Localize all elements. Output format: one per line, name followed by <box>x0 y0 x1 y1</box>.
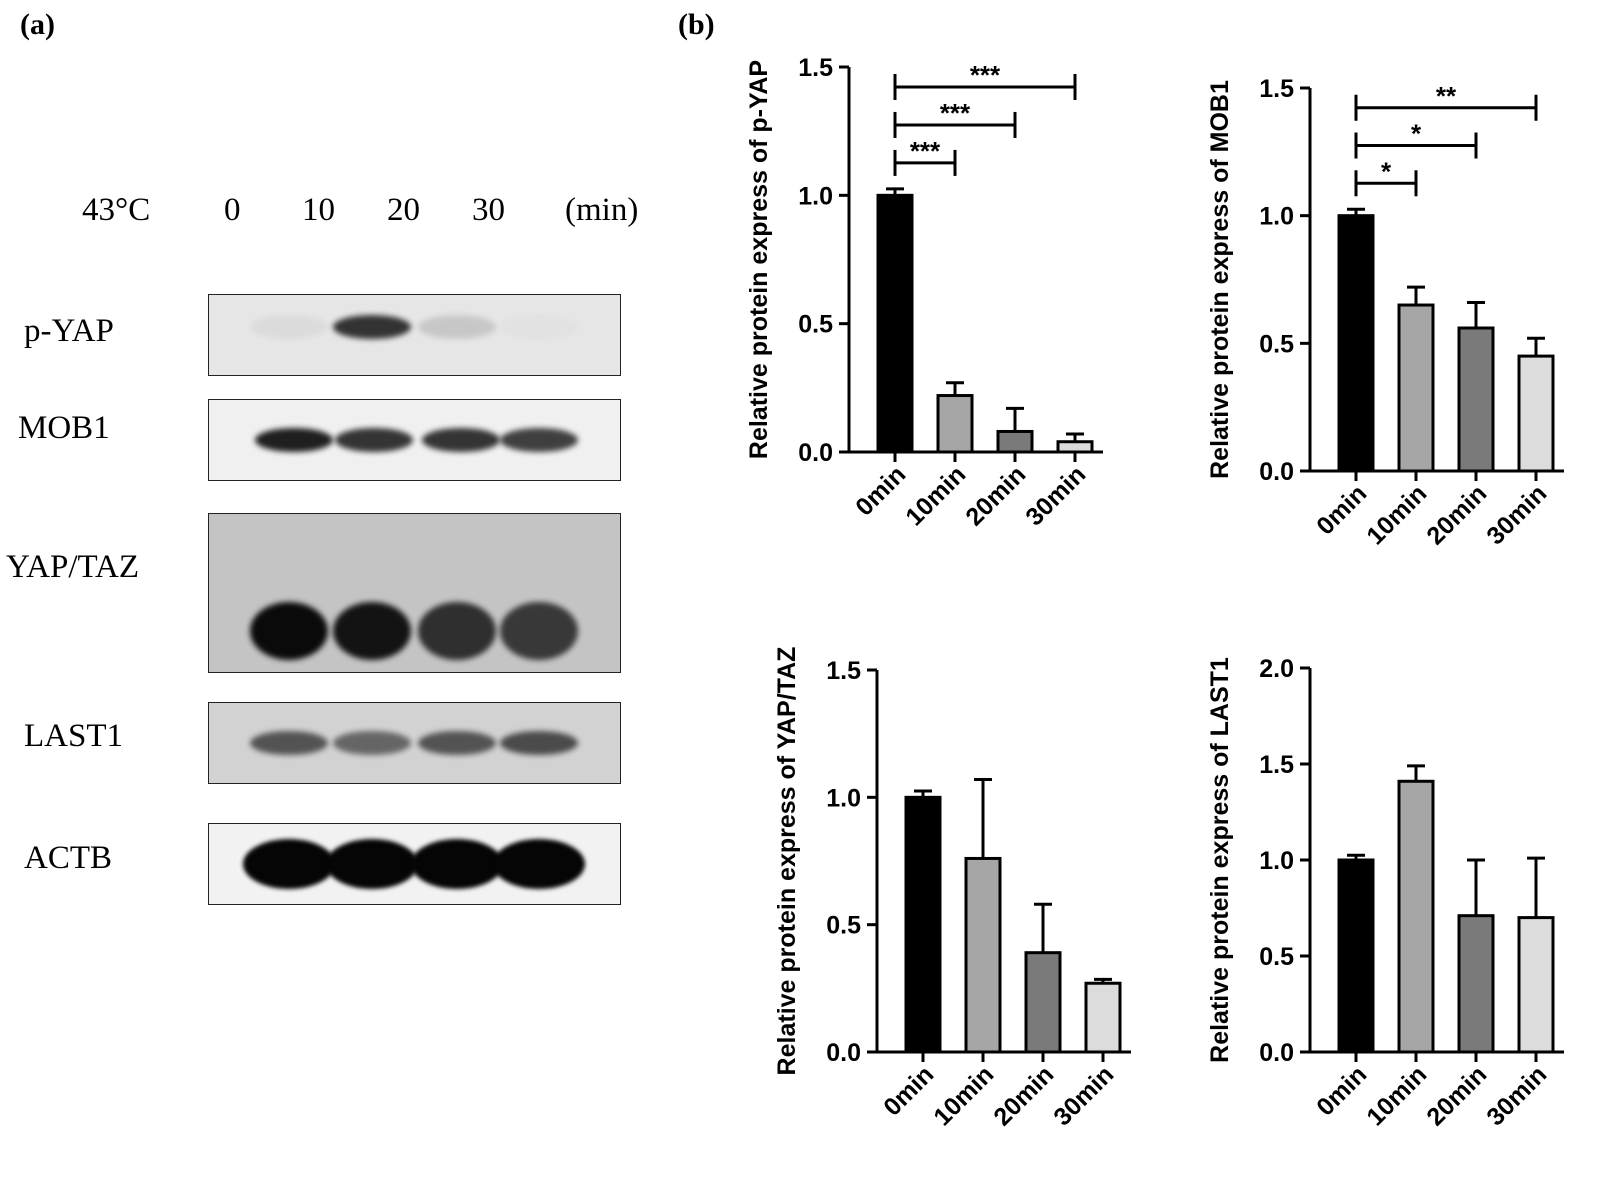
blot-image-p-yap <box>208 294 621 376</box>
panel-label-a: (a) <box>20 8 55 41</box>
blot-header-time-0: 0 <box>224 192 241 228</box>
y-tick-label: 0.5 <box>826 912 861 940</box>
bar <box>1397 779 1435 1054</box>
x-tick-label: 30min <box>1481 1060 1552 1131</box>
y-tick-label: 1.0 <box>1259 847 1294 875</box>
blot-band <box>335 428 413 452</box>
y-tick-label: 1.0 <box>826 784 861 812</box>
significance-label: ** <box>1436 81 1457 111</box>
significance-label: *** <box>970 60 1001 90</box>
blot-band <box>250 731 328 755</box>
bar <box>1457 326 1495 473</box>
blot-label-p-yap: p-YAP <box>24 313 114 349</box>
bar <box>876 193 914 454</box>
y-tick-label: 0.5 <box>798 311 833 339</box>
blot-header-time-30: 30 <box>472 192 505 228</box>
blot-band <box>418 602 496 660</box>
x-tick-label: 20min <box>1421 1060 1492 1131</box>
blot-band <box>333 602 411 660</box>
blot-band <box>493 839 585 889</box>
bar <box>1517 354 1555 473</box>
blot-label-mob1: MOB1 <box>18 410 110 446</box>
blot-header-temperature: 43°C <box>82 192 151 228</box>
blot-band <box>255 428 333 452</box>
blot-header-unit: (min) <box>565 192 639 228</box>
y-tick-label: 0.5 <box>1259 943 1294 971</box>
y-tick-label: 1.5 <box>798 54 833 82</box>
blot-image-mob1 <box>208 399 621 481</box>
y-tick-label: 0.0 <box>1259 458 1294 486</box>
y-axis-label: Relative protein express of MOB1 <box>1206 80 1234 479</box>
y-tick-label: 0.5 <box>1259 330 1294 358</box>
y-tick-label: 0.0 <box>1259 1039 1294 1067</box>
y-axis-label: Relative protein express of LAST1 <box>1206 657 1234 1063</box>
blot-band <box>243 839 335 889</box>
blot-band <box>422 428 500 452</box>
panel-label-b: (b) <box>678 8 715 41</box>
y-tick-label: 1.0 <box>1259 203 1294 231</box>
blot-label-yap-taz: YAP/TAZ <box>6 549 140 585</box>
significance-label: * <box>1411 119 1422 149</box>
y-tick-label: 0.0 <box>826 1039 861 1067</box>
blot-band <box>333 315 411 339</box>
blot-header-time-20: 20 <box>387 192 420 228</box>
y-tick-label: 1.5 <box>1259 751 1294 779</box>
blot-image-yap-taz <box>208 513 621 673</box>
significance-label: *** <box>940 98 971 128</box>
blot-band <box>411 839 503 889</box>
significance-label: * <box>1381 156 1392 186</box>
y-tick-label: 1.5 <box>1259 75 1294 103</box>
blot-band <box>333 731 411 755</box>
y-tick-label: 0.0 <box>798 439 833 467</box>
blot-band <box>418 731 496 755</box>
significance-label: *** <box>910 136 941 166</box>
blot-image-actb <box>208 823 621 905</box>
blot-header-time-10: 10 <box>302 192 335 228</box>
blot-image-last1 <box>208 702 621 784</box>
blot-band <box>326 839 418 889</box>
x-tick-label: 10min <box>1361 1060 1432 1131</box>
blot-band <box>250 315 328 339</box>
blot-band <box>500 731 578 755</box>
y-axis-label: Relative protein express of YAP/TAZ <box>773 647 801 1076</box>
bar <box>1457 914 1495 1054</box>
blot-label-last1: LAST1 <box>24 718 123 754</box>
y-axis-label: Relative protein express of p-YAP <box>745 60 773 459</box>
bar <box>1517 916 1555 1054</box>
y-tick-label: 1.5 <box>826 657 861 685</box>
blot-band <box>250 602 328 660</box>
y-tick-label: 1.0 <box>798 182 833 210</box>
blot-band <box>500 602 578 660</box>
blot-band <box>500 428 578 452</box>
y-tick-label: 2.0 <box>1259 655 1294 683</box>
bar <box>1337 858 1375 1054</box>
blot-band <box>418 315 496 339</box>
blot-label-actb: ACTB <box>24 840 113 876</box>
